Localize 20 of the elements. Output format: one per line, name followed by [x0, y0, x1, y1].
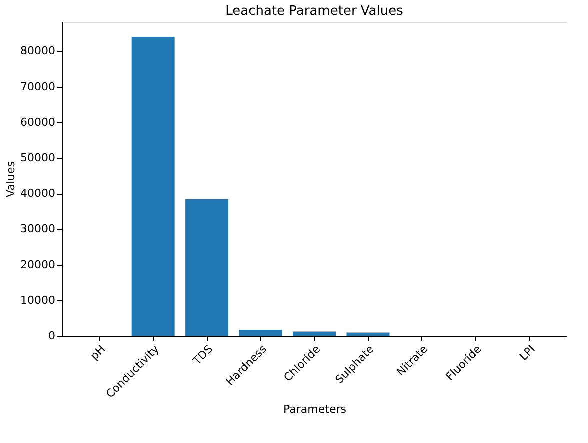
chart-title: Leachate Parameter Values — [226, 4, 404, 19]
bar — [239, 330, 282, 336]
x-tick-label: pH — [88, 342, 108, 363]
x-tick-label: TDS — [190, 342, 216, 368]
bar — [132, 36, 175, 336]
y-tick-label: 50000 — [20, 151, 56, 164]
y-tick-label: 0 — [48, 330, 56, 342]
y-tick-label: 40000 — [20, 187, 56, 200]
x-tick-label: LPI — [517, 342, 538, 364]
bar — [186, 199, 229, 336]
y-tick-label: 60000 — [20, 116, 56, 129]
y-tick-label: 80000 — [20, 44, 56, 58]
y-tick-label: 70000 — [20, 80, 56, 94]
y-tick-label: 20000 — [20, 258, 56, 272]
y-axis-title: Values — [4, 161, 18, 198]
y-tick-label: 10000 — [20, 294, 56, 307]
bar — [346, 332, 390, 336]
y-tick-label: 30000 — [20, 222, 56, 236]
bar — [293, 332, 336, 336]
x-axis-title: Parameters — [284, 403, 347, 416]
